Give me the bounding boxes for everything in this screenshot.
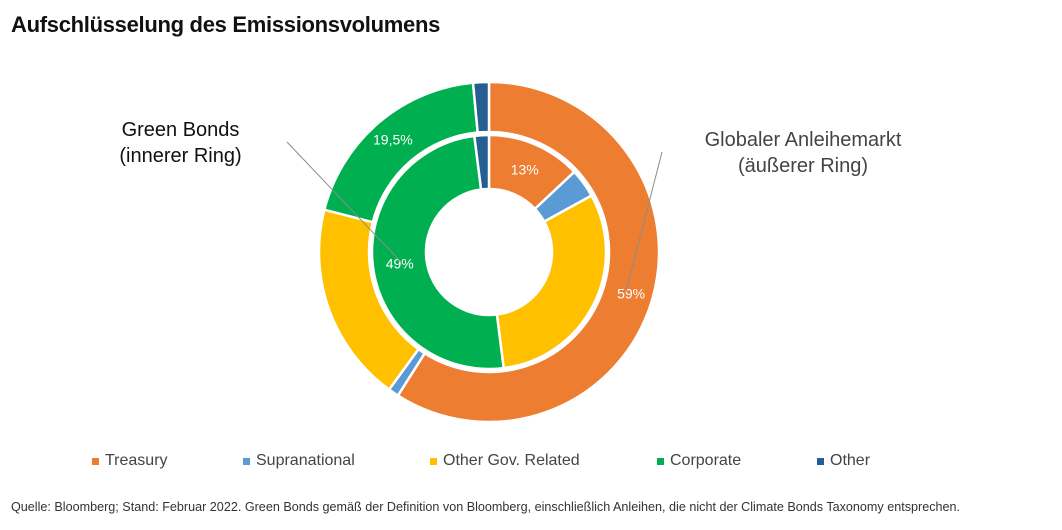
legend-swatch xyxy=(430,457,437,465)
leader-line-outer xyxy=(625,151,663,293)
inner-data-label-treasury: 13% xyxy=(511,161,539,177)
inner-slice-corporate xyxy=(370,134,506,371)
inner-data-label-corporate: 49% xyxy=(386,255,414,271)
legend: Treasury Supranational Other Gov. Related C… xyxy=(0,452,1062,474)
legend-item-treasury: Treasury xyxy=(92,452,168,470)
legend-item-other-gov-related: Other Gov. Related xyxy=(430,452,580,470)
outer-data-label-corporate: 19,5% xyxy=(373,131,413,147)
callout-inner-line-1: Green Bonds xyxy=(121,119,240,141)
inner-ring xyxy=(370,133,608,371)
outer-slice-other xyxy=(471,80,491,134)
legend-item-corporate: Corporate xyxy=(657,452,741,470)
legend-label: Other Gov. Related xyxy=(443,452,580,469)
source-note: Quelle: Bloomberg; Stand: Februar 2022. … xyxy=(11,500,961,514)
legend-swatch xyxy=(92,457,99,465)
leader-lines xyxy=(286,141,663,293)
callout-outer-ring: Globaler Anleihemarkt (äußerer Ring) xyxy=(688,127,918,179)
legend-swatch xyxy=(817,457,824,465)
legend-item-other: Other xyxy=(817,452,870,470)
callout-outer-line-1: Globaler Anleihemarkt xyxy=(704,129,902,151)
inner-slice-other xyxy=(472,133,491,191)
outer-ring xyxy=(317,80,661,424)
outer-data-label-treasury: 59% xyxy=(617,285,645,301)
legend-swatch xyxy=(657,457,664,465)
callout-inner-line-2: (innerer Ring) xyxy=(119,145,242,167)
legend-label: Supranational xyxy=(256,452,355,469)
chart-title: Aufschlüsselung des Emissionsvolumens xyxy=(11,12,441,37)
data-labels: 59% 19,5% 13% 49% xyxy=(373,131,645,301)
leader-line-inner xyxy=(286,141,403,264)
callout-inner-ring: Green Bonds (innerer Ring) xyxy=(108,117,253,169)
inner-slice-other-gov-related xyxy=(495,193,608,370)
callout-outer-line-2: (äußerer Ring) xyxy=(737,155,869,177)
outer-slice-treasury xyxy=(396,80,661,424)
legend-label: Treasury xyxy=(105,452,168,469)
legend-swatch xyxy=(243,457,250,465)
legend-item-supranational: Supranational xyxy=(243,452,355,470)
legend-label: Other xyxy=(830,452,871,469)
legend-label: Corporate xyxy=(670,452,742,469)
